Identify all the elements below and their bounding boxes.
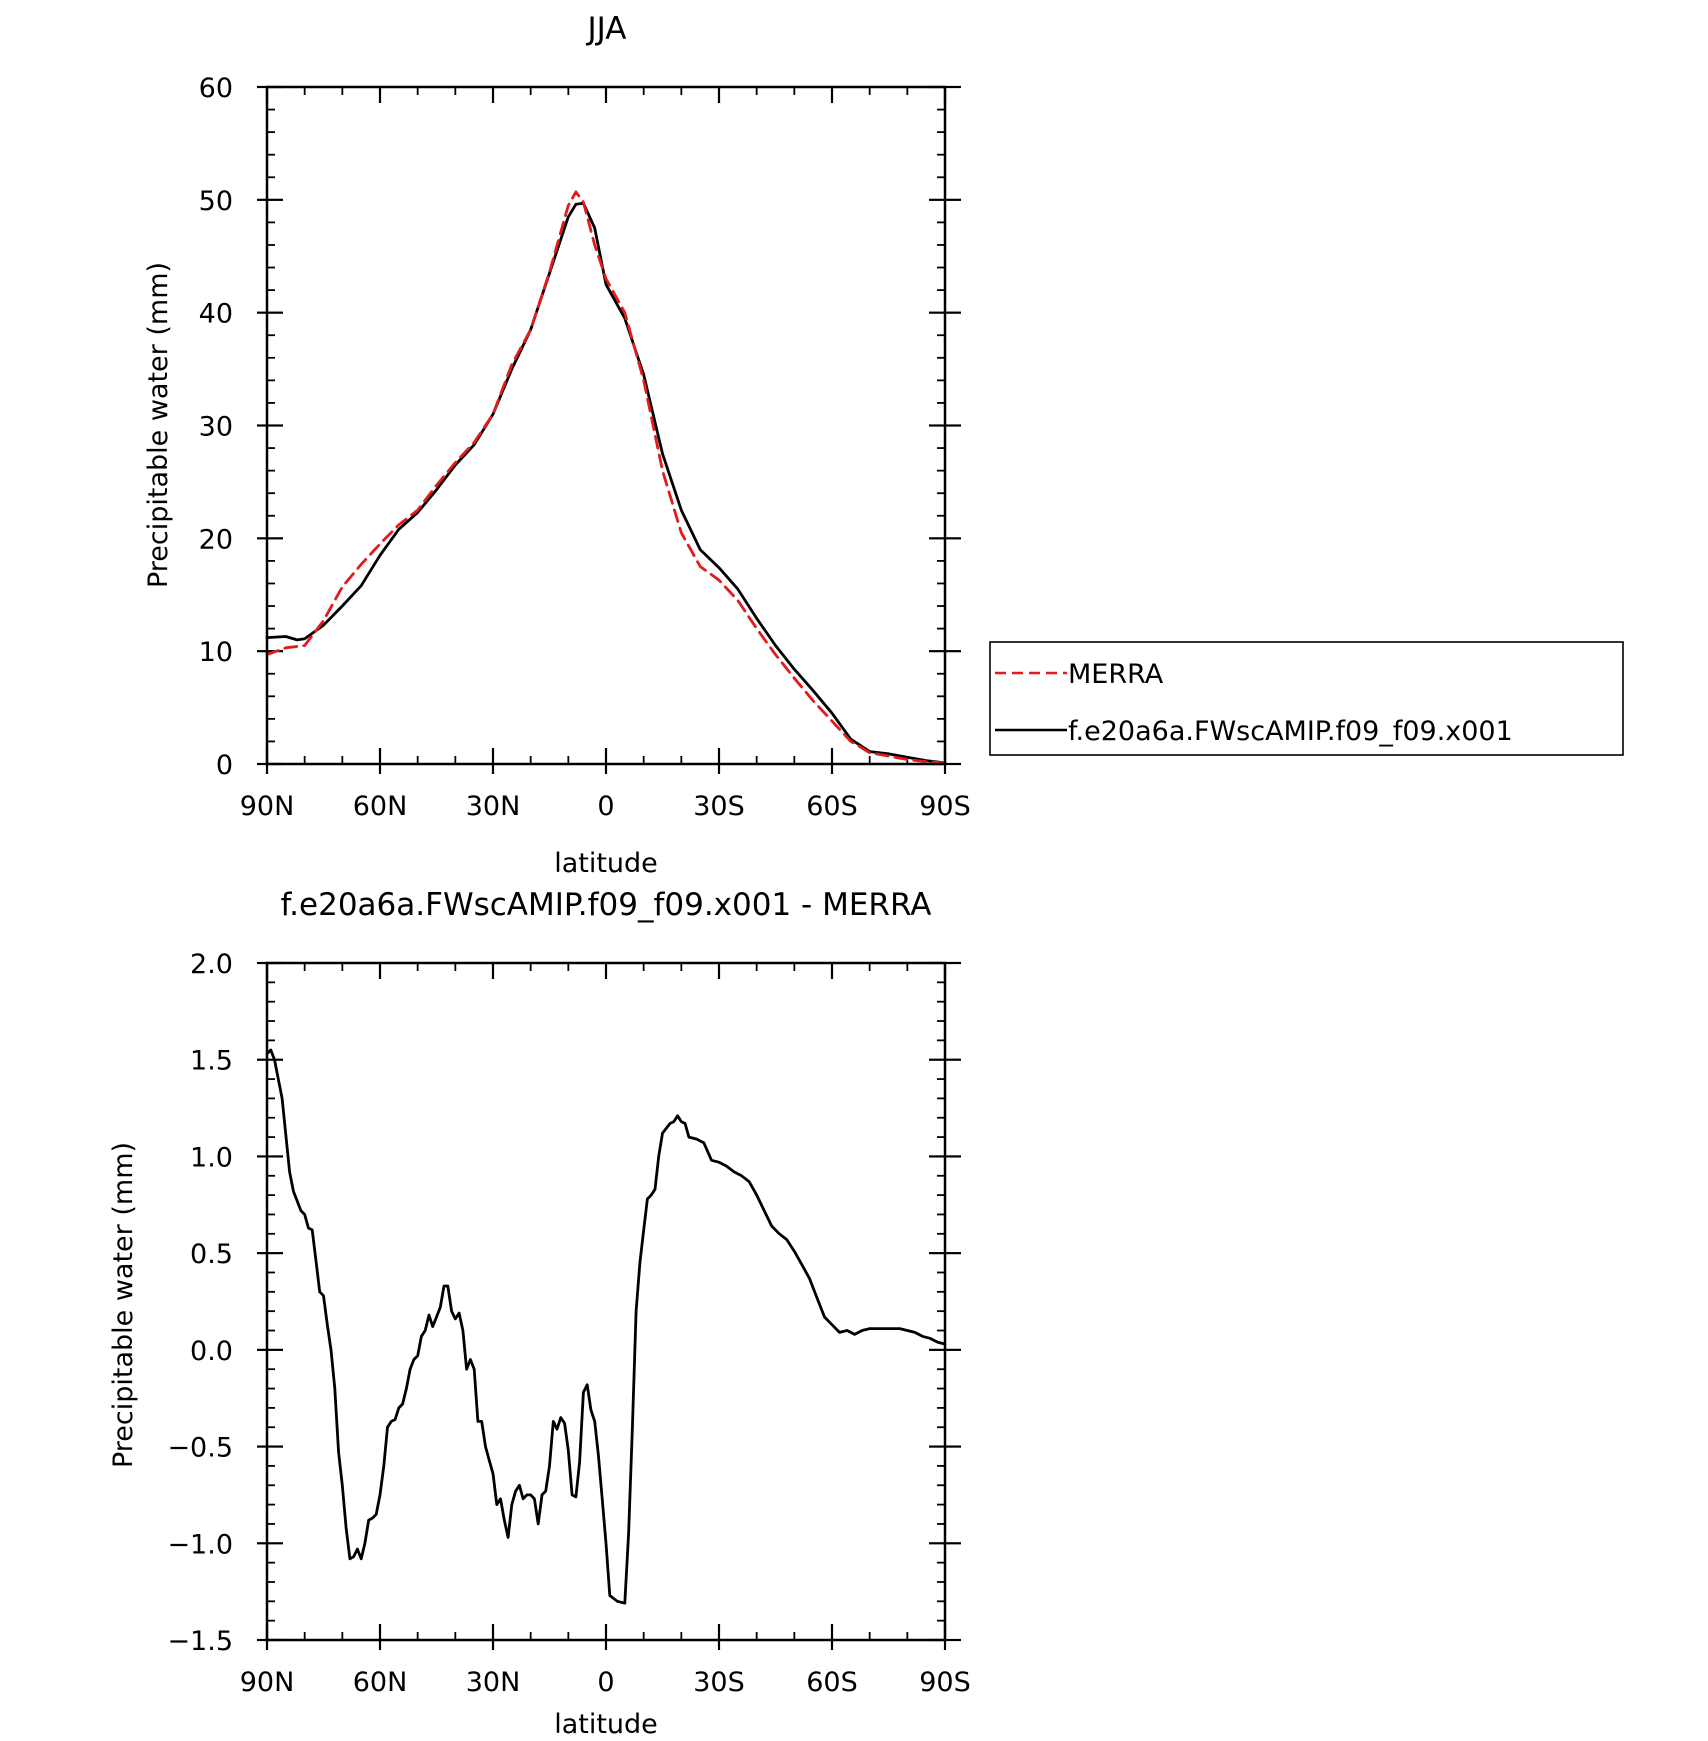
y-tick-label: 10 (199, 637, 233, 668)
bottom-axis-ticks (257, 961, 961, 1650)
bottom-chart-title: f.e20a6a.FWscAMIP.f09_f09.x001 - MERRA (281, 887, 932, 923)
x-tick-label: 60S (806, 791, 858, 822)
top-axis-ticks (257, 85, 961, 774)
x-tick-label: 30N (466, 791, 521, 822)
bottom-y-axis-title: Precipitable water (mm) (108, 1142, 139, 1468)
x-tick-label: 30N (466, 1667, 521, 1698)
x-tick-label: 90S (919, 1667, 971, 1698)
x-tick-label: 30S (693, 1667, 745, 1698)
series-line-model (265, 201, 947, 765)
y-tick-label: −1.0 (167, 1529, 233, 1560)
y-tick-label: 40 (199, 299, 233, 330)
y-tick-label: 2.0 (190, 949, 233, 980)
bottom-series-group (265, 1048, 947, 1605)
y-tick-label: 1.0 (190, 1142, 233, 1173)
y-tick-label: 0 (216, 750, 233, 781)
top-plot-frame (265, 85, 947, 766)
top-x-axis-title: latitude (554, 848, 658, 879)
x-tick-label: 90S (919, 791, 971, 822)
x-tick-label: 60N (353, 791, 408, 822)
x-tick-label: 60N (353, 1667, 408, 1698)
bottom-plot-frame (265, 961, 947, 1642)
bottom-tick-labels: 90N 60N 30N 0 30S 60S 90S −1.5 −1.0 −0.5 0.0 0.5 1.0… (167, 949, 970, 1698)
top-tick-labels: 90N 60N 30N 0 30S 60S 90S 0 10 20 30 40 50 60 (199, 73, 971, 822)
legend-label-model: f.e20a6a.FWscAMIP.f09_f09.x001 (1068, 716, 1513, 747)
top-y-axis-title: Precipitable water (mm) (143, 262, 174, 588)
x-tick-label: 90N (240, 1667, 295, 1698)
series-line-merra (265, 190, 947, 765)
y-tick-label: −1.5 (167, 1626, 233, 1657)
bottom-x-axis-title: latitude (554, 1709, 658, 1740)
top-chart-title: JJA (586, 11, 627, 47)
legend: MERRA f.e20a6a.FWscAMIP.f09_f09.x001 (989, 641, 1624, 756)
x-tick-label: 0 (597, 1667, 614, 1698)
y-tick-label: 50 (199, 186, 233, 217)
bottom-panel: f.e20a6a.FWscAMIP.f09_f09.x001 - MERRA 9… (108, 887, 971, 1740)
x-tick-label: 90N (240, 791, 295, 822)
top-series-group (265, 190, 947, 765)
x-tick-label: 60S (806, 1667, 858, 1698)
x-tick-label: 0 (597, 791, 614, 822)
legend-label-merra: MERRA (1068, 659, 1164, 690)
series-line-difference (265, 1048, 947, 1605)
top-panel: JJA 90N 60N 30N 0 30S 60S 90S 0 10 20 30 40 50 60 lat… (143, 11, 971, 879)
y-tick-label: 60 (199, 73, 233, 104)
y-tick-label: 0.0 (190, 1336, 233, 1367)
y-tick-label: 0.5 (190, 1239, 233, 1270)
x-tick-label: 30S (693, 791, 745, 822)
y-tick-label: 30 (199, 412, 233, 443)
y-tick-label: −0.5 (167, 1433, 233, 1464)
y-tick-label: 1.5 (190, 1046, 233, 1077)
legend-box (989, 641, 1624, 756)
y-tick-label: 20 (199, 524, 233, 555)
